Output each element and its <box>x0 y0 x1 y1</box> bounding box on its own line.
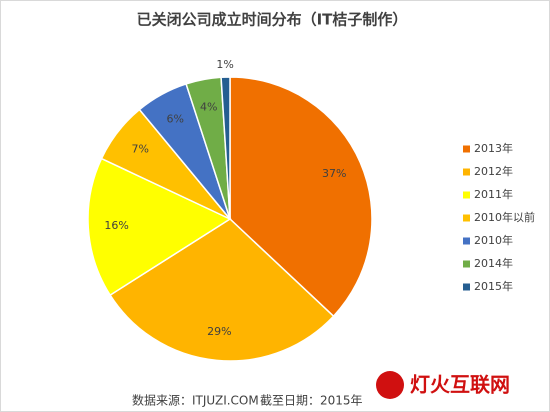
pie-slice <box>220 76 231 220</box>
data-label: 29% <box>207 325 231 338</box>
chart-title: 已关闭公司成立时间分布（IT桔子制作） <box>137 11 408 29</box>
legend-label: 2012年 <box>474 164 513 178</box>
date-note: 截至日期：2015年 <box>260 394 363 408</box>
legend-swatch <box>463 191 470 199</box>
data-label: 1% <box>216 58 233 71</box>
data-label: 16% <box>104 219 128 232</box>
data-label: 6% <box>167 112 184 125</box>
legend-swatch <box>463 168 470 176</box>
watermark: 灯火互联网 <box>410 373 510 397</box>
pie-slice <box>87 157 232 297</box>
legend-label: 2010年 <box>474 233 513 247</box>
data-label: 7% <box>132 142 149 155</box>
legend-swatch <box>463 145 470 153</box>
legend-label: 2014年 <box>474 256 513 270</box>
legend-label: 2013年 <box>474 141 513 155</box>
legend-label: 2015年 <box>474 279 513 293</box>
pie-slice <box>109 218 335 362</box>
logo-icon <box>376 371 404 399</box>
legend-swatch <box>463 283 470 291</box>
legend-swatch <box>463 214 470 222</box>
source: 数据来源：ITJUZI.COM <box>132 393 259 408</box>
legend-swatch <box>463 237 470 245</box>
legend-swatch <box>463 260 470 268</box>
pie-slice <box>229 76 373 318</box>
data-label: 37% <box>322 167 346 180</box>
legend-label: 2011年 <box>474 187 513 201</box>
legend-label: 2010年以前 <box>474 210 535 224</box>
data-label: 4% <box>200 100 217 113</box>
